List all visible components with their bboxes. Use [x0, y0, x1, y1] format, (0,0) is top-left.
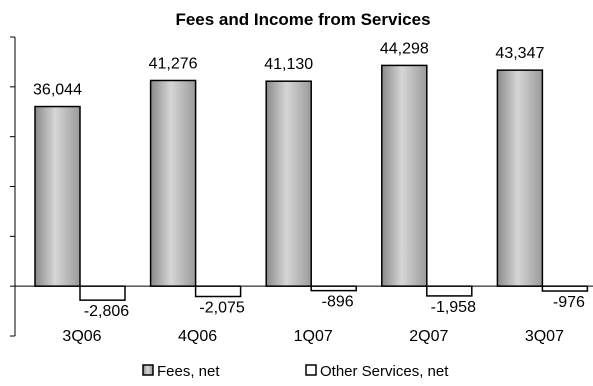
other-services-bar: [310, 285, 357, 292]
category-label: 4Q06: [178, 328, 217, 345]
other-services-data-label: -976: [553, 294, 585, 311]
other-services-bar: [426, 285, 473, 297]
other-services-data-label: -896: [322, 294, 354, 311]
fees-bar: [381, 64, 428, 287]
bars-layer: [34, 64, 589, 301]
category-label: 1Q07: [294, 328, 333, 345]
fees-data-label: 41,276: [149, 55, 198, 72]
legend-label: Other Services, net: [320, 363, 449, 380]
other-services-data-label: -2,806: [84, 303, 129, 320]
fees-data-label: 43,347: [495, 45, 544, 62]
category-label: 3Q07: [525, 328, 564, 345]
other-services-data-label: -2,075: [199, 300, 244, 317]
legend-label: Fees, net: [157, 363, 220, 380]
other-services-bar: [541, 285, 589, 292]
fees-bar: [149, 79, 197, 287]
category-label: 3Q06: [62, 328, 101, 345]
fees-bar: [265, 80, 312, 287]
legend-swatch: [142, 364, 154, 376]
other-services-bar: [79, 285, 126, 301]
fees-data-label: 41,130: [264, 56, 313, 73]
fees-bar: [496, 69, 544, 287]
category-label: 2Q07: [409, 328, 448, 345]
fees-data-label: 36,044: [33, 82, 82, 99]
fees-data-label: 44,298: [380, 40, 429, 57]
other-services-data-label: -1,958: [431, 299, 476, 316]
legend: Fees, net Other Services, net: [142, 363, 449, 380]
fees-bar: [34, 105, 81, 287]
labels-layer: 36,044 -2,806 3Q06 41,276 -2,075 4Q06 41,130 -8…: [33, 40, 585, 345]
other-services-bar: [194, 285, 242, 298]
chart-title: Fees and Income from Services: [175, 10, 430, 29]
legend-swatch: [305, 364, 317, 376]
